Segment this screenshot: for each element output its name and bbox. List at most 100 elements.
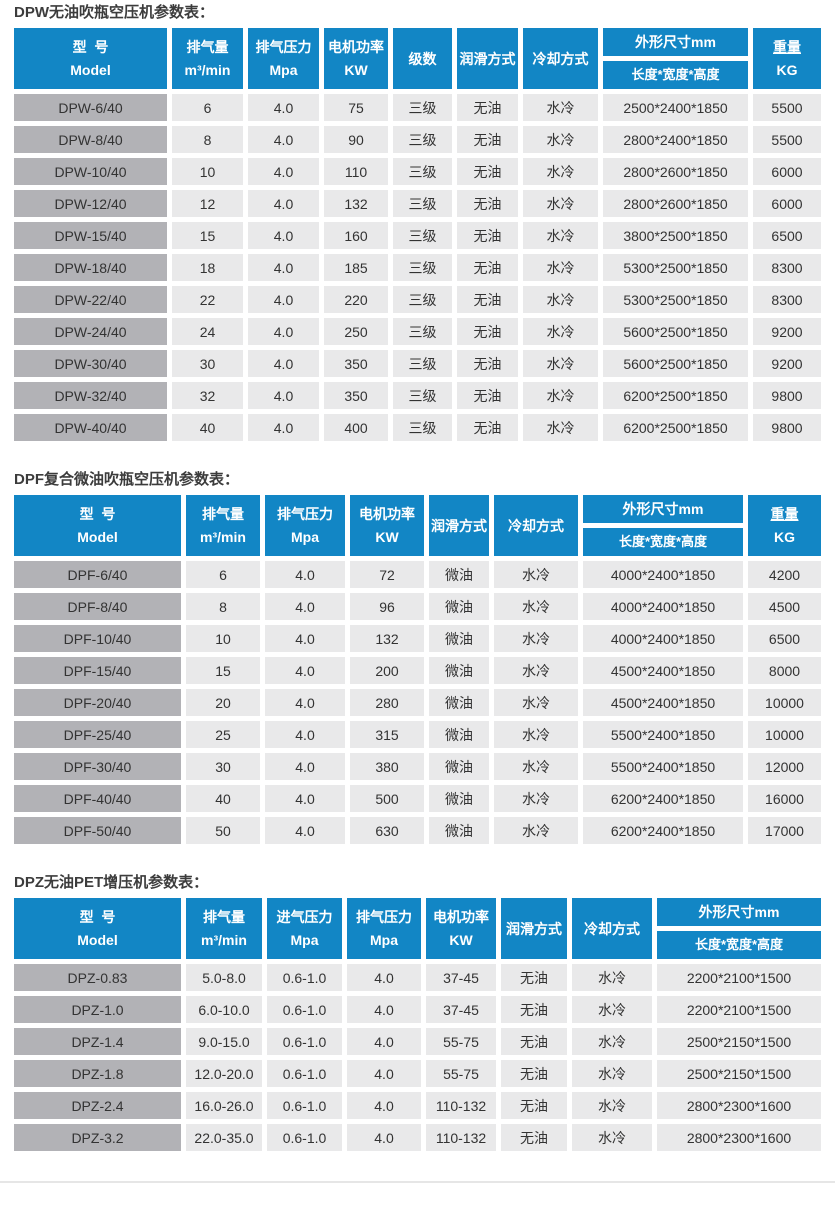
value-cell: 50 xyxy=(186,817,260,844)
value-cell: 4.0 xyxy=(347,1060,421,1087)
value-cell: 4200 xyxy=(748,561,821,588)
spec-table-dpz: 型 号 Model 排气量 m³/min 进气压力 Mpa 排气压力 Mpa 电机功率 KW 润滑方… xyxy=(14,898,821,1151)
value-cell: 40 xyxy=(172,414,243,441)
header-label: Model xyxy=(77,932,118,948)
value-cell: 水冷 xyxy=(494,657,578,684)
value-cell: 无油 xyxy=(501,1028,567,1055)
value-cell: 5500*2400*1850 xyxy=(583,753,743,780)
value-cell: 9200 xyxy=(753,350,821,377)
value-cell: 2500*2150*1500 xyxy=(657,1060,821,1087)
value-cell: 微油 xyxy=(429,593,489,620)
value-cell: 6 xyxy=(186,561,260,588)
value-cell: 水冷 xyxy=(523,94,598,121)
value-cell: 微油 xyxy=(429,817,489,844)
model-cell: DPW-22/40 xyxy=(14,286,167,313)
value-cell: 无油 xyxy=(457,222,518,249)
header-label: 重量 xyxy=(770,506,799,522)
value-cell: 200 xyxy=(350,657,424,684)
value-cell: 0.6-1.0 xyxy=(267,1060,342,1087)
value-cell: 4500*2400*1850 xyxy=(583,689,743,716)
value-cell: 4.0 xyxy=(265,721,345,748)
column-header: 排气量 m³/min xyxy=(186,495,260,556)
table-title: DPF复合微油吹瓶空压机参数表： xyxy=(14,471,240,488)
value-cell: 水冷 xyxy=(523,158,598,185)
value-cell: 6200*2400*1850 xyxy=(583,817,743,844)
value-cell: 12.0-20.0 xyxy=(186,1060,262,1087)
column-header: 排气压力 Mpa xyxy=(347,898,421,959)
model-cell: DPZ-1.8 xyxy=(14,1060,181,1087)
value-cell: 630 xyxy=(350,817,424,844)
value-cell: 水冷 xyxy=(494,817,578,844)
value-cell: 16.0-26.0 xyxy=(186,1092,262,1119)
value-cell: 无油 xyxy=(457,190,518,217)
header-label: 外形尺寸mm xyxy=(635,34,716,50)
value-cell: 5500 xyxy=(753,126,821,153)
value-cell: 9800 xyxy=(753,414,821,441)
value-cell: 12000 xyxy=(748,753,821,780)
value-cell: 22.0-35.0 xyxy=(186,1124,262,1151)
value-cell: 2200*2100*1500 xyxy=(657,964,821,991)
value-cell: 380 xyxy=(350,753,424,780)
value-cell: 90 xyxy=(324,126,388,153)
column-header: 润滑方式 xyxy=(429,495,489,556)
value-cell: 4.0 xyxy=(248,414,319,441)
header-label: 型 号 xyxy=(79,506,116,522)
column-subheader: 长度*宽度*高度 xyxy=(657,931,821,959)
value-cell: 24 xyxy=(172,318,243,345)
column-header: 排气压力 Mpa xyxy=(265,495,345,556)
value-cell: 水冷 xyxy=(494,561,578,588)
value-cell: 4.0 xyxy=(248,94,319,121)
model-cell: DPF-20/40 xyxy=(14,689,181,716)
value-cell: 2800*2600*1850 xyxy=(603,158,748,185)
header-label: 排气量 xyxy=(202,506,244,522)
value-cell: 水冷 xyxy=(572,1060,652,1087)
value-cell: 5500*2400*1850 xyxy=(583,721,743,748)
column-subheader: 长度*宽度*高度 xyxy=(603,61,748,89)
value-cell: 6500 xyxy=(748,625,821,652)
column-header: 电机功率 KW xyxy=(426,898,496,959)
value-cell: 4.0 xyxy=(265,593,345,620)
header-label: KG xyxy=(776,62,798,78)
column-header: 型 号 Model xyxy=(14,898,181,959)
header-label: 排气量 xyxy=(186,39,229,55)
value-cell: 无油 xyxy=(457,94,518,121)
column-header: 型 号 Model xyxy=(14,28,167,89)
header-label: 润滑方式 xyxy=(506,920,562,937)
value-cell: 72 xyxy=(350,561,424,588)
value-cell: 315 xyxy=(350,721,424,748)
value-cell: 17000 xyxy=(748,817,821,844)
column-header: 排气量 m³/min xyxy=(172,28,243,89)
value-cell: 无油 xyxy=(457,382,518,409)
value-cell: 32 xyxy=(172,382,243,409)
column-header: 电机功率 KW xyxy=(324,28,388,89)
column-header: 进气压力 Mpa xyxy=(267,898,342,959)
value-cell: 2500*2400*1850 xyxy=(603,94,748,121)
value-cell: 无油 xyxy=(501,996,567,1023)
header-label: 外形尺寸mm xyxy=(698,904,780,920)
value-cell: 4.0 xyxy=(265,689,345,716)
value-cell: 水冷 xyxy=(572,1092,652,1119)
value-cell: 4.0 xyxy=(347,964,421,991)
value-cell: 37-45 xyxy=(426,964,496,991)
value-cell: 18 xyxy=(172,254,243,281)
table-title: DPW无油吹瓶空压机参数表： xyxy=(14,4,214,21)
value-cell: 水冷 xyxy=(572,996,652,1023)
value-cell: 2200*2100*1500 xyxy=(657,996,821,1023)
value-cell: 水冷 xyxy=(572,1124,652,1151)
value-cell: 10000 xyxy=(748,721,821,748)
value-cell: 无油 xyxy=(457,286,518,313)
value-cell: 水冷 xyxy=(523,414,598,441)
spec-table-dpf: 型 号 Model 排气量 m³/min 排气压力 Mpa 电机功率 KW 润滑方式 冷却方式 外形… xyxy=(14,495,821,844)
header-label: KG xyxy=(774,529,795,545)
model-cell: DPZ-3.2 xyxy=(14,1124,181,1151)
header-label: 级数 xyxy=(408,50,437,67)
value-cell: 8300 xyxy=(753,254,821,281)
value-cell: 4.0 xyxy=(347,1028,421,1055)
header-label: 排气压力 xyxy=(277,506,333,522)
table-section-dpw: DPW无油吹瓶空压机参数表： 型 号 Model 排气量 m³/min 排气压力 Mpa 电… xyxy=(14,4,821,441)
value-cell: 6200*2400*1850 xyxy=(583,785,743,812)
header-label: Mpa xyxy=(370,932,398,948)
model-cell: DPW-12/40 xyxy=(14,190,167,217)
model-cell: DPZ-1.4 xyxy=(14,1028,181,1055)
value-cell: 4000*2400*1850 xyxy=(583,561,743,588)
